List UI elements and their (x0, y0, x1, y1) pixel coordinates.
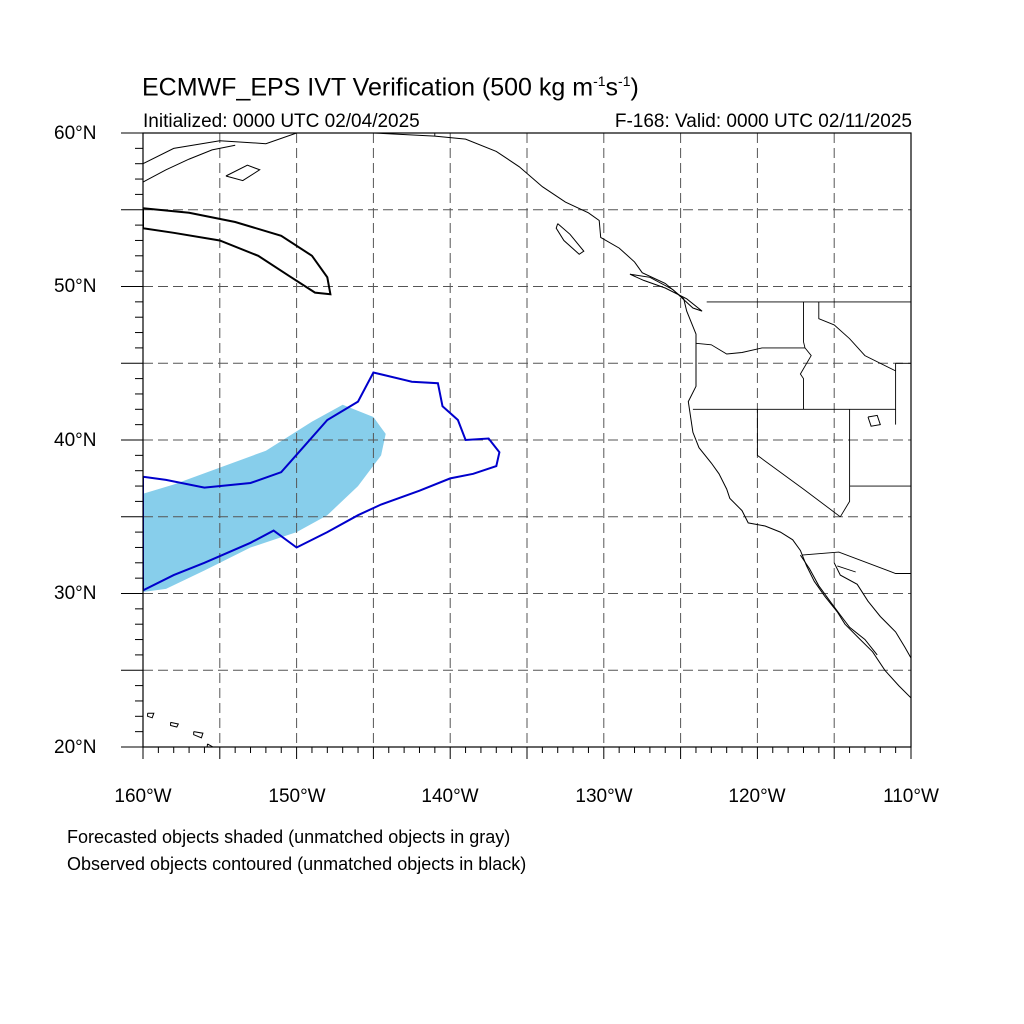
lat-label-30n: 30°N (54, 583, 97, 604)
coastline-kodiak (225, 164, 261, 182)
observed-object-unmatched (143, 207, 332, 296)
observed-object-matched (143, 371, 501, 592)
lon-label-140w: 140°W (421, 786, 479, 807)
observed-objects (143, 207, 501, 592)
border-wa-id (803, 301, 806, 349)
coastline-vancouver-island (629, 273, 703, 312)
lat-label-40n: 40°N (54, 430, 97, 451)
border-sonora-bc (837, 565, 856, 573)
coastline-hawaii-kauai (147, 712, 155, 719)
lon-label-130w: 130°W (575, 786, 633, 807)
coastline-haida-gwaii (555, 223, 585, 255)
lat-label-50n: 50°N (54, 276, 97, 297)
border-wa-or (695, 342, 805, 355)
border-or-id (799, 347, 812, 410)
axis-ticks (121, 132, 912, 759)
border-us-mexico (801, 551, 911, 574)
lon-label-150w: 150°W (268, 786, 326, 807)
lon-label-120w: 120°W (728, 786, 786, 807)
coastline-hawaii-oahu (170, 721, 180, 728)
graticule-grid (143, 133, 911, 747)
border-ca-nv (756, 409, 841, 518)
lon-label-160w: 160°W (114, 786, 172, 807)
coastlines (143, 133, 911, 747)
lat-label-60n: 60°N (54, 123, 97, 144)
note-forecast: Forecasted objects shaded (unmatched obj… (67, 827, 511, 847)
political-borders (434, 133, 911, 574)
forecast-object-matched (143, 404, 386, 592)
coastline-alaska-peninsula (143, 144, 236, 183)
coastline-hawaii-maui (193, 731, 204, 739)
valid-time: F-168: Valid: 0000 UTC 02/11/2025 (614, 111, 912, 132)
lat-label-20n: 20°N (54, 737, 97, 758)
plot-area (143, 133, 911, 747)
lon-label-110w: 110°W (883, 786, 939, 807)
border-id-mt (818, 301, 896, 372)
initialized-time: Initialized: 0000 UTC 02/04/2025 (143, 111, 420, 132)
map-title: ECMWF_EPS IVT Verification (500 kg m-1s-… (142, 73, 639, 102)
note-observed: Observed objects contoured (unmatched ob… (67, 854, 527, 874)
coastline-great-salt-lake (867, 414, 881, 427)
border-nv-az (839, 409, 851, 518)
coastline-west-baja-inner (799, 554, 878, 656)
coastline-north-america (143, 133, 911, 699)
forecast-objects (143, 404, 386, 592)
coastline-gulf-california (833, 562, 911, 659)
